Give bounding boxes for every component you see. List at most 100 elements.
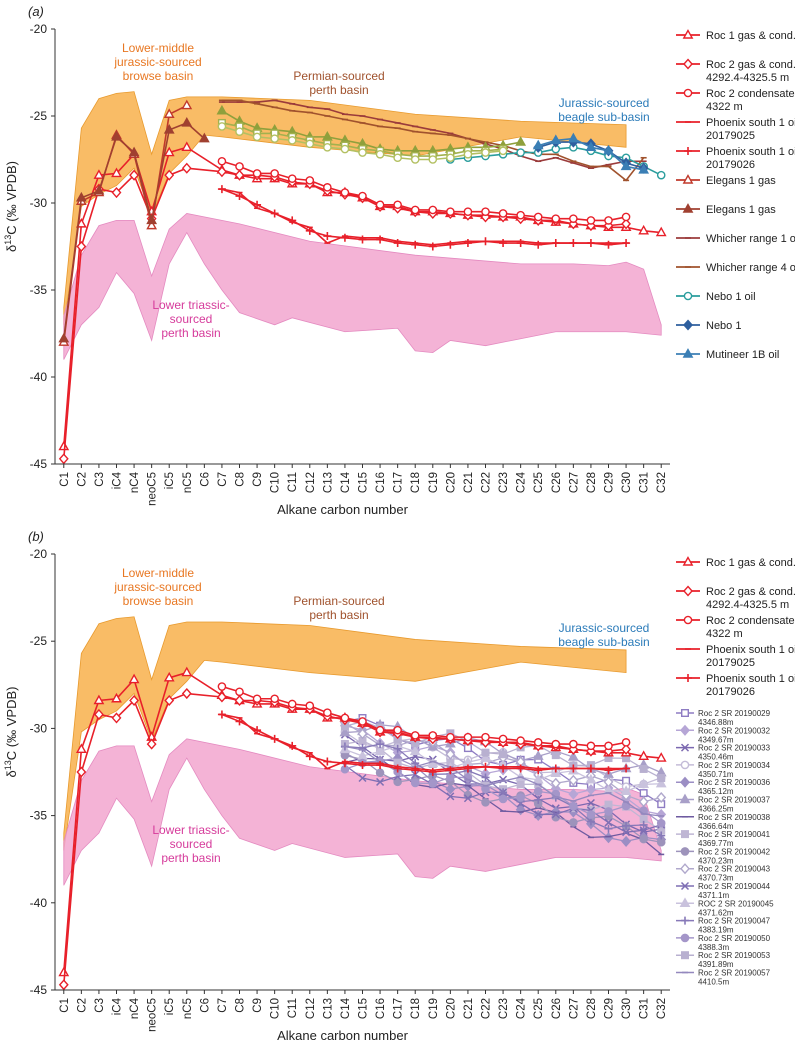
data-point [198,132,210,143]
data-point [163,671,175,682]
annotation-line: jurassic-sourced [113,580,201,594]
data-point [586,216,596,225]
sr-series-point [639,789,648,798]
x-tick-label: C1 [59,472,71,487]
data-point [481,732,490,742]
data-point [163,123,175,134]
data-point [621,743,632,755]
data-point [516,239,525,248]
x-tick-label: C30 [621,998,633,1019]
sr-legend-depth: 4346.88m [698,718,734,727]
data-point [446,240,455,249]
data-point [234,694,245,707]
x-tick-label: C10 [270,998,282,1019]
data-point [235,162,244,171]
data-point [393,764,402,773]
x-tick-label: nC4 [129,471,141,493]
y-tick-label: -45 [30,457,48,471]
sr-legend-label: Roc 2 SR 20190050 [698,934,771,943]
annotation-0: Lower-middle jurassic-sourced browse basin [113,566,201,608]
sr-series-point [551,810,560,819]
x-tick-label: C14 [340,471,352,493]
sr-legend-label: Roc 2 SR 20190047 [698,917,771,926]
x-tick-label: C26 [551,472,563,493]
legend-label: Nebo 1 oil [706,291,756,303]
annotation-2: Jurassic-sourced beagle sub-basin [558,96,649,124]
sr-legend-depth: 4371.1m [698,891,729,900]
data-point [235,687,244,697]
data-point [498,209,508,218]
sr-legend-marker [680,760,690,770]
data-point [305,226,314,235]
sr-series-point [656,818,666,828]
data-point [340,233,349,242]
data-point [164,169,175,181]
y-tick-label: -20 [30,22,48,36]
data-point [481,237,490,246]
data-point [76,766,87,778]
annotation-line: Jurassic-sourced [559,96,650,110]
sr-legend-label: Roc 2 SR 20190029 [698,709,771,718]
sr-legend-label: Roc 2 SR 20190044 [698,882,771,891]
legend-marker [683,88,693,98]
data-point [340,188,350,197]
data-point [216,166,227,178]
x-tick-label: C23 [498,472,510,493]
x-tick-label: C17 [393,472,405,493]
data-point [499,764,508,773]
sr-series-point [498,794,508,804]
legend-marker [682,348,694,358]
x-tick-label: C15 [358,998,370,1019]
y-tick-label: -45 [30,983,48,997]
data-point [604,240,613,249]
data-point [270,169,279,178]
data-point [358,761,367,770]
data-point [129,694,140,707]
data-point [129,169,140,181]
legend-marker [682,556,694,566]
data-point [551,739,561,749]
sr-series-point [656,808,667,820]
annotation-2: Jurassic-sourced beagle sub-basin [558,621,649,649]
sr-legend-label: ROC 2 SR 20190045 [698,899,774,908]
data-point [481,207,490,216]
sr-legend-depth: 4410.5m [698,978,729,987]
x-tick-label: C22 [481,998,493,1019]
sr-series-point [532,773,544,784]
legend: Roc 1 gas & cond. Roc 2 gas & cond. 4292.4… [676,29,795,361]
legend-label-line: 4322 m [706,101,743,113]
data-point [128,673,140,684]
sr-series-point [481,798,490,807]
x-tick-label: C13 [322,472,334,493]
y-axis-label: δ13C (‰ VPDB) [3,161,19,252]
sr-series-point [586,798,595,808]
data-point [569,239,578,248]
sr-legend-label: Roc 2 SR 20190043 [698,865,771,874]
data-point [446,766,455,775]
sr-series-point [568,774,579,786]
sr-legend-marker [681,709,690,718]
x-tick-label: C24 [516,471,528,493]
legend-label-line: 20179026 [706,159,755,171]
sr-series-point [569,818,578,827]
sr-series-point [657,831,666,840]
sr-legend-marker [681,830,690,839]
x-tick-label: C26 [551,998,563,1019]
sr-series-point [604,818,613,827]
x-tick-label: C18 [410,472,422,493]
data-point [603,144,614,155]
legend-label: Phoenix south 1 oil 20179025 [706,644,795,669]
data-point [340,144,350,154]
data-point [604,741,613,751]
legend-label-line: Whicher range 1 oil [706,233,795,245]
data-point [534,766,543,775]
data-point [620,160,632,171]
data-point [181,141,193,152]
sr-series-point [358,773,367,783]
sr-legend-marker [680,724,690,736]
sr-legend-marker [680,933,690,943]
y-label-delta: δ [4,245,19,252]
data-point [146,738,157,750]
sr-series-point [604,824,613,833]
data-point [181,687,192,700]
